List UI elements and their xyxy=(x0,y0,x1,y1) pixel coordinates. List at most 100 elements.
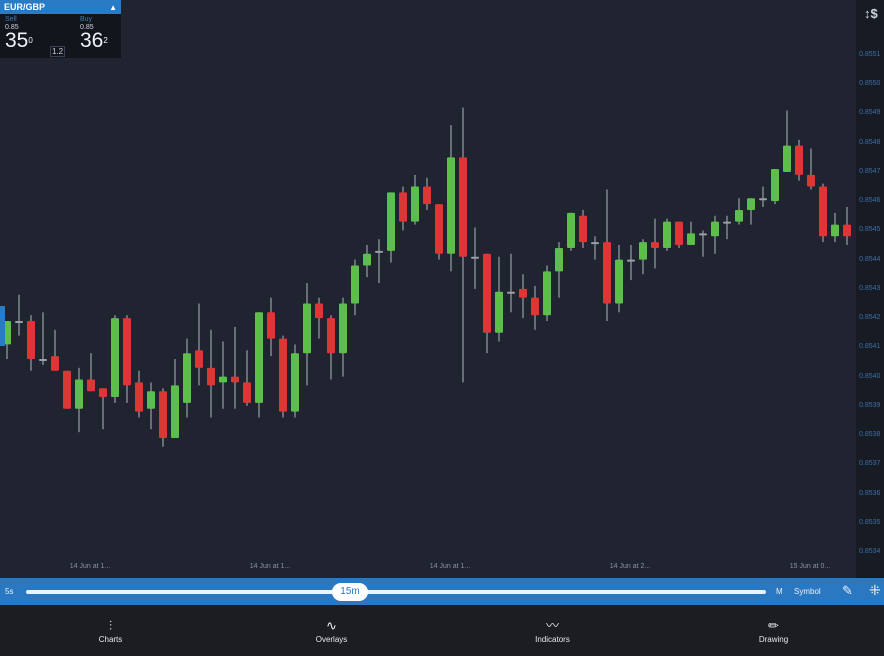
candle[interactable] xyxy=(231,326,239,409)
candle[interactable] xyxy=(3,321,11,360)
candle[interactable] xyxy=(699,230,707,257)
candle[interactable] xyxy=(531,285,539,330)
candle[interactable] xyxy=(495,256,503,342)
candle[interactable] xyxy=(303,283,311,386)
price-tick-label: 0.8539 xyxy=(859,401,881,409)
candle[interactable] xyxy=(195,303,203,386)
candle[interactable] xyxy=(99,388,107,430)
candle[interactable] xyxy=(675,221,683,248)
candle[interactable] xyxy=(183,338,191,418)
candle-body xyxy=(3,321,11,345)
candlestick-chart[interactable] xyxy=(0,0,856,578)
timeframe-slider[interactable] xyxy=(26,590,766,594)
candle[interactable] xyxy=(135,370,143,418)
candle[interactable] xyxy=(27,315,35,371)
candle[interactable] xyxy=(831,212,839,243)
nav-indicators[interactable]: 〰 Indicators xyxy=(442,605,663,656)
triangle-up-icon[interactable]: ▲ xyxy=(109,2,117,12)
candle[interactable] xyxy=(327,315,335,380)
candle[interactable] xyxy=(63,370,71,409)
candle[interactable] xyxy=(591,236,599,260)
candle[interactable] xyxy=(615,245,623,313)
candle[interactable] xyxy=(411,174,419,225)
candle[interactable] xyxy=(771,169,779,205)
candle-body xyxy=(567,212,575,248)
candle[interactable] xyxy=(39,312,47,365)
candle[interactable] xyxy=(111,315,119,403)
buy-price[interactable]: Buy 0.85 362 xyxy=(80,16,108,51)
candle[interactable] xyxy=(267,297,275,357)
candle[interactable] xyxy=(423,177,431,210)
candle[interactable] xyxy=(603,189,611,322)
candle[interactable] xyxy=(339,297,347,377)
candle[interactable] xyxy=(255,312,263,418)
candle[interactable] xyxy=(663,218,671,251)
candle[interactable] xyxy=(579,209,587,248)
candle[interactable] xyxy=(219,341,227,409)
candle[interactable] xyxy=(567,212,575,251)
axis-currency-toggle[interactable]: ↕$ xyxy=(864,6,878,21)
symbol-button[interactable]: Symbol xyxy=(794,587,821,596)
candle[interactable] xyxy=(399,186,407,231)
pen-icon[interactable]: ✎ xyxy=(842,583,853,598)
candle[interactable] xyxy=(627,245,635,281)
timeframe-slider-handle[interactable]: 15m xyxy=(332,583,368,601)
candle[interactable] xyxy=(483,253,491,354)
grid-icon[interactable]: ⁜ xyxy=(869,582,881,598)
nav-overlays[interactable]: ∿ Overlays xyxy=(221,605,442,656)
candle[interactable] xyxy=(711,215,719,254)
candle-body xyxy=(147,391,155,409)
quote-panel[interactable]: EUR/GBP ▲ Sell 0.85 350 1.2 Buy 0.85 362 xyxy=(0,0,121,58)
candle[interactable] xyxy=(747,198,755,225)
candle-body xyxy=(171,385,179,438)
candle[interactable] xyxy=(243,350,251,406)
candle[interactable] xyxy=(807,148,815,190)
candle[interactable] xyxy=(207,329,215,418)
candle[interactable] xyxy=(387,192,395,263)
price-tick-label: 0.8543 xyxy=(859,284,881,292)
candle[interactable] xyxy=(519,274,527,319)
candle[interactable] xyxy=(759,186,767,208)
sell-price[interactable]: Sell 0.85 350 xyxy=(5,16,33,51)
candle[interactable] xyxy=(687,221,695,246)
candle-body xyxy=(507,291,515,294)
candle[interactable] xyxy=(507,253,515,313)
candle[interactable] xyxy=(147,382,155,430)
candle[interactable] xyxy=(735,198,743,225)
candle[interactable] xyxy=(75,367,83,433)
candle[interactable] xyxy=(639,239,647,275)
candle[interactable] xyxy=(723,215,731,240)
candle[interactable] xyxy=(315,297,323,339)
pencil-icon: ✏ xyxy=(768,618,779,633)
candle[interactable] xyxy=(459,107,467,383)
candle[interactable] xyxy=(783,110,791,172)
candle[interactable] xyxy=(51,329,59,371)
candle[interactable] xyxy=(651,218,659,269)
candle[interactable] xyxy=(471,227,479,289)
candle[interactable] xyxy=(159,388,167,447)
candle[interactable] xyxy=(555,242,563,298)
candle[interactable] xyxy=(795,139,803,181)
nav-charts[interactable]: ⫶ Charts xyxy=(0,605,221,656)
candle[interactable] xyxy=(291,344,299,418)
price-axis[interactable]: ↕$ 0.8551 0.8550 0.8549 0.8548 0.8547 0.8546 0… xyxy=(856,0,884,578)
candle[interactable] xyxy=(279,335,287,418)
candle[interactable] xyxy=(843,207,851,246)
candle[interactable] xyxy=(375,239,383,284)
candle[interactable] xyxy=(87,353,95,392)
candle[interactable] xyxy=(363,245,371,278)
candle-body xyxy=(483,253,491,333)
nav-drawing[interactable]: ✏ Drawing xyxy=(663,605,884,656)
candle[interactable] xyxy=(171,359,179,438)
candle[interactable] xyxy=(819,183,827,243)
symbol-header[interactable]: EUR/GBP ▲ xyxy=(0,0,121,14)
time-tick-label: 14 Jun at 1... xyxy=(429,563,471,570)
candle[interactable] xyxy=(123,315,131,403)
candle[interactable] xyxy=(447,125,455,272)
candle[interactable] xyxy=(435,204,443,260)
candle-body xyxy=(339,303,347,354)
candle[interactable] xyxy=(543,265,551,322)
candle[interactable] xyxy=(15,294,23,336)
candle[interactable] xyxy=(351,259,359,316)
candle-body xyxy=(219,376,227,383)
